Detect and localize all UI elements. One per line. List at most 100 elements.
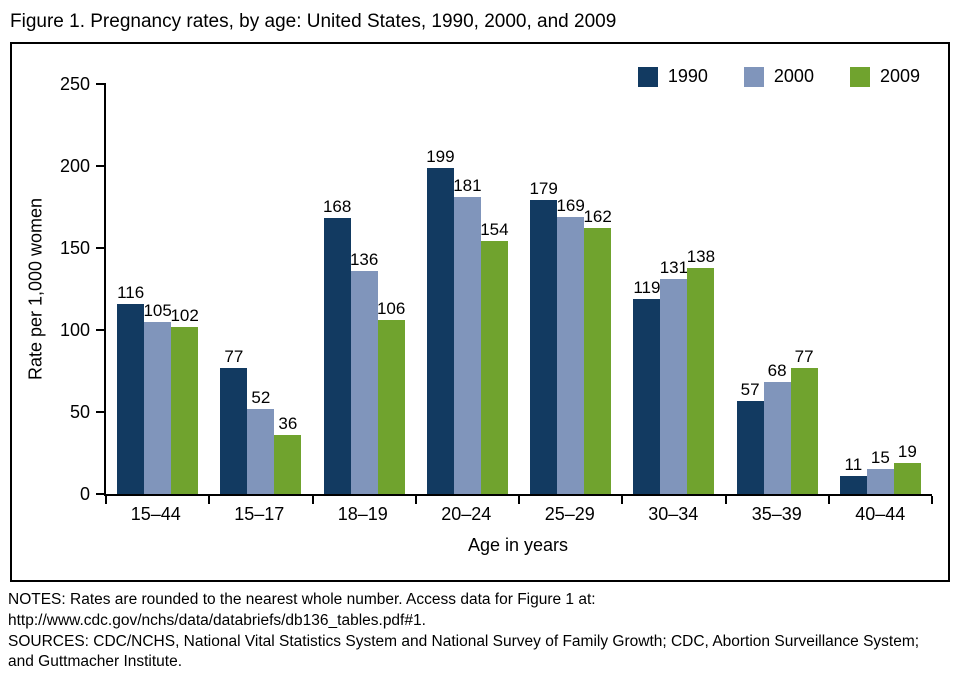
- bar-2000: 181: [453, 84, 482, 494]
- bar-value-label: 136: [349, 249, 379, 269]
- y-axis-tick-label: 200: [59, 156, 90, 176]
- bar-value-label: 77: [794, 346, 814, 366]
- bar-value-label: 36: [278, 413, 298, 433]
- bar-rect: [790, 367, 818, 494]
- legend: 1990 2000 2009: [637, 66, 920, 87]
- bar-2000: 52: [247, 84, 275, 494]
- bar-2009: 36: [274, 84, 302, 494]
- y-axis-tick-label: 150: [59, 238, 90, 258]
- x-axis-title: Age in years: [467, 535, 569, 555]
- bar-value-label: 131: [659, 258, 689, 278]
- bar-value-label: 77: [224, 346, 244, 366]
- x-axis-tick: [621, 496, 624, 504]
- bar-1990: 11: [839, 84, 867, 494]
- bar-rect: [633, 298, 661, 494]
- bar-rect: [144, 321, 172, 494]
- bar-rect: [377, 320, 405, 494]
- bar-rect: [866, 469, 894, 494]
- bar-2000: 15: [866, 84, 894, 494]
- bar-2009: 154: [480, 84, 509, 494]
- chart-frame: 1990 2000 2009 Rate per 1,000 women 0 50 100…: [10, 42, 950, 582]
- y-axis-tick: [96, 165, 106, 167]
- x-category-label: 30–34: [648, 504, 699, 524]
- bar-rect: [453, 197, 481, 494]
- x-category-label: 18–19: [337, 504, 388, 524]
- x-axis-tick: [311, 496, 314, 504]
- y-axis-tick-label: 100: [59, 320, 90, 340]
- legend-item-2000: 2000: [743, 66, 814, 87]
- bar-groups: 116 105 102 77 52 36 168 136 106 199 181 154 179 169 1…: [106, 84, 932, 494]
- bar-group: 57 68 77: [726, 84, 829, 494]
- x-category-label: 25–29: [544, 504, 595, 524]
- bar-group: 77 52 36: [209, 84, 312, 494]
- x-axis-labels: 15–44 15–17 18–19 20–24 25–29 30–34 35–39 40–44: [104, 504, 932, 525]
- bar-rect: [736, 400, 764, 494]
- bar-value-label: 52: [251, 387, 271, 407]
- bar-2000: 131: [659, 84, 689, 494]
- bar-value-label: 138: [686, 246, 716, 266]
- bar-2000: 136: [349, 84, 379, 494]
- bar-2009: 138: [686, 84, 716, 494]
- x-axis-tick: [518, 496, 520, 504]
- bar-1990: 116: [117, 84, 144, 494]
- bar-value-label: 116: [117, 282, 145, 302]
- bar-value-label: 162: [583, 207, 612, 227]
- legend-swatch-1990: [637, 66, 658, 87]
- x-axis-tick: [208, 496, 211, 504]
- bar-rect: [117, 303, 145, 494]
- bar-1990: 57: [736, 84, 764, 494]
- x-axis-tick: [931, 496, 933, 504]
- bar-1990: 77: [220, 84, 248, 494]
- bar-value-label: 106: [376, 299, 406, 319]
- bar-value-label: 179: [529, 179, 558, 199]
- figure-title: Figure 1. Pregnancy rates, by age: Unite…: [10, 11, 617, 32]
- x-category-label: 20–24: [441, 504, 492, 524]
- bar-rect: [584, 228, 612, 494]
- bar-value-label: 169: [556, 195, 585, 215]
- bar-rect: [350, 270, 378, 494]
- x-category-label: 40–44: [855, 504, 906, 524]
- y-axis-tick: [96, 411, 106, 413]
- bar-2000: 68: [763, 84, 791, 494]
- bar-rect: [557, 216, 585, 494]
- bar-2009: 102: [170, 84, 199, 494]
- x-axis-tick: [827, 496, 830, 504]
- bar-value-label: 68: [767, 361, 787, 381]
- bar-2000: 169: [556, 84, 585, 494]
- legend-item-2009: 2009: [849, 66, 920, 87]
- sources-text: SOURCES: CDC/NCHS, National Vital Statis…: [8, 632, 920, 671]
- legend-label-1990: 1990: [667, 66, 708, 86]
- bar-1990: 119: [633, 84, 660, 494]
- bar-2009: 77: [790, 84, 818, 494]
- bar-rect: [530, 200, 558, 494]
- bar-rect: [220, 367, 248, 494]
- bar-group: 119 131 138: [622, 84, 725, 494]
- plot-area: 0 50 100 150 200 250 116 105 102 77 52 36 168 136 106 1…: [60, 74, 933, 504]
- y-axis-tick-label: 0: [79, 484, 90, 504]
- bar-value-label: 102: [170, 305, 199, 325]
- bar-2000: 105: [143, 84, 172, 494]
- bar-value-label: 199: [426, 146, 455, 166]
- figure-notes: NOTES: Rates are rounded to the nearest …: [8, 590, 948, 673]
- bar-1990: 179: [529, 84, 558, 494]
- bar-1990: 168: [323, 84, 351, 494]
- x-axis-tick: [724, 496, 727, 504]
- y-axis-tick: [96, 247, 106, 249]
- bar-2009: 19: [893, 84, 921, 494]
- y-axis-tick: [96, 83, 106, 85]
- bar-value-label: 11: [844, 454, 863, 474]
- bar-rect: [274, 434, 302, 494]
- bar-group: 116 105 102: [106, 84, 209, 494]
- bar-rect: [247, 408, 275, 494]
- bar-value-label: 15: [870, 448, 890, 468]
- bar-rect: [171, 326, 199, 494]
- y-axis-tick: [96, 493, 106, 495]
- bar-rect: [893, 462, 921, 494]
- bar-2009: 106: [376, 84, 406, 494]
- bar-rect: [480, 241, 508, 494]
- bar-1990: 199: [426, 84, 455, 494]
- bar-value-label: 57: [740, 379, 760, 399]
- bar-rect: [426, 167, 454, 494]
- bar-value-label: 119: [633, 277, 661, 297]
